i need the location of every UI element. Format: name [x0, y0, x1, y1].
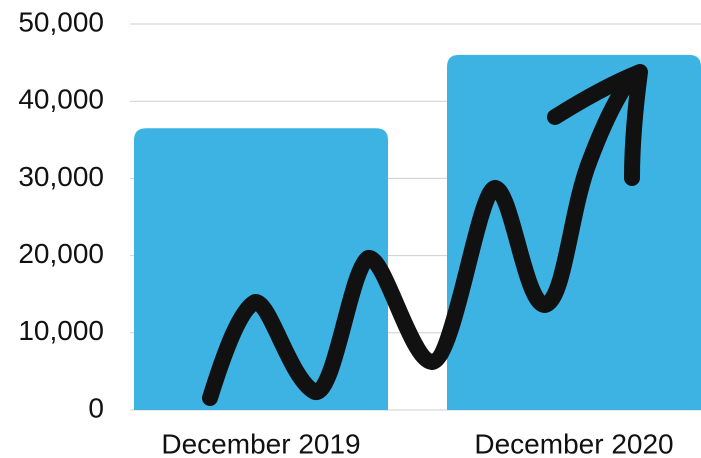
chart: 0 10,000 20,000 30,000 40,000 50,000 December …: [0, 0, 701, 458]
y-tick-label: 30,000: [18, 161, 104, 192]
y-tick-label: 10,000: [18, 315, 104, 346]
x-tick-label: December 2019: [161, 428, 360, 458]
x-tick-label: December 2020: [474, 428, 673, 458]
y-tick-label: 20,000: [18, 238, 104, 269]
y-tick-label: 0: [88, 392, 104, 423]
y-tick-label: 40,000: [18, 84, 104, 115]
y-tick-label: 50,000: [18, 6, 104, 37]
bar: [134, 128, 388, 410]
